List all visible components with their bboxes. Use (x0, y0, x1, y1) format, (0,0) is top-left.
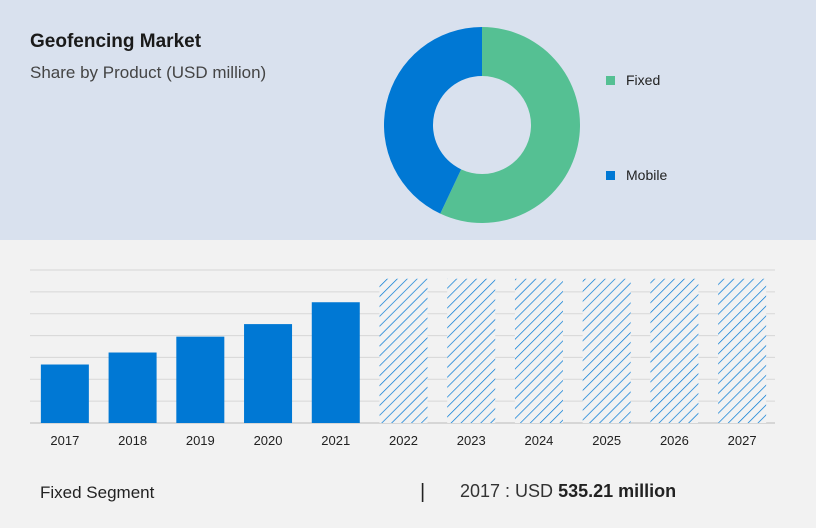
chart-subtitle: Share by Product (USD million) (30, 63, 267, 82)
footer-separator: | (420, 481, 426, 503)
bar-2020 (244, 324, 293, 423)
segment-value-amount: 535.21 million (558, 481, 677, 501)
x-tick-label-2017: 2017 (50, 433, 79, 448)
x-tick-label-2019: 2019 (186, 433, 215, 448)
x-tick-label-2020: 2020 (254, 433, 283, 448)
bar-2019 (176, 336, 225, 423)
bar-2026 (650, 278, 699, 423)
segment-year-label: 2017 : USD (460, 481, 559, 501)
x-tick-label-2027: 2027 (728, 433, 757, 448)
bar-2023 (447, 278, 496, 423)
x-tick-label-2021: 2021 (321, 433, 350, 448)
x-tick-label-2022: 2022 (389, 433, 418, 448)
bar-2024 (514, 278, 563, 423)
legend-label-mobile: Mobile (626, 167, 668, 183)
donut-slice-mobile (383, 27, 482, 214)
legend-swatch-mobile (606, 170, 615, 180)
bar-2021 (311, 302, 360, 423)
legend-item-fixed: Fixed (606, 72, 660, 88)
donut-chart (383, 27, 580, 223)
bar-2018 (108, 352, 157, 423)
legend-item-mobile: Mobile (606, 167, 667, 183)
legend-label-fixed: Fixed (626, 72, 661, 88)
bar-chart: 2017 2018 2019 2020 2021 2022 2023 2024 2025 2026… (30, 269, 775, 448)
bar-2022 (379, 278, 428, 423)
x-tick-label-2026: 2026 (660, 433, 689, 448)
legend-swatch-fixed (606, 75, 615, 85)
donut-slice-fixed (440, 27, 580, 223)
bar-2027 (718, 278, 767, 423)
x-tick-label-2018: 2018 (118, 433, 147, 448)
x-tick-label-2023: 2023 (457, 433, 486, 448)
bar-2017 (40, 364, 89, 423)
segment-label: Fixed Segment (40, 483, 155, 502)
x-tick-label-2025: 2025 (592, 433, 621, 448)
bar-2025 (582, 278, 631, 423)
x-tick-label-2024: 2024 (524, 433, 553, 448)
chart-title: Geofencing Market (30, 31, 202, 52)
segment-value: 2017 : USD 535.21 million (460, 481, 676, 502)
